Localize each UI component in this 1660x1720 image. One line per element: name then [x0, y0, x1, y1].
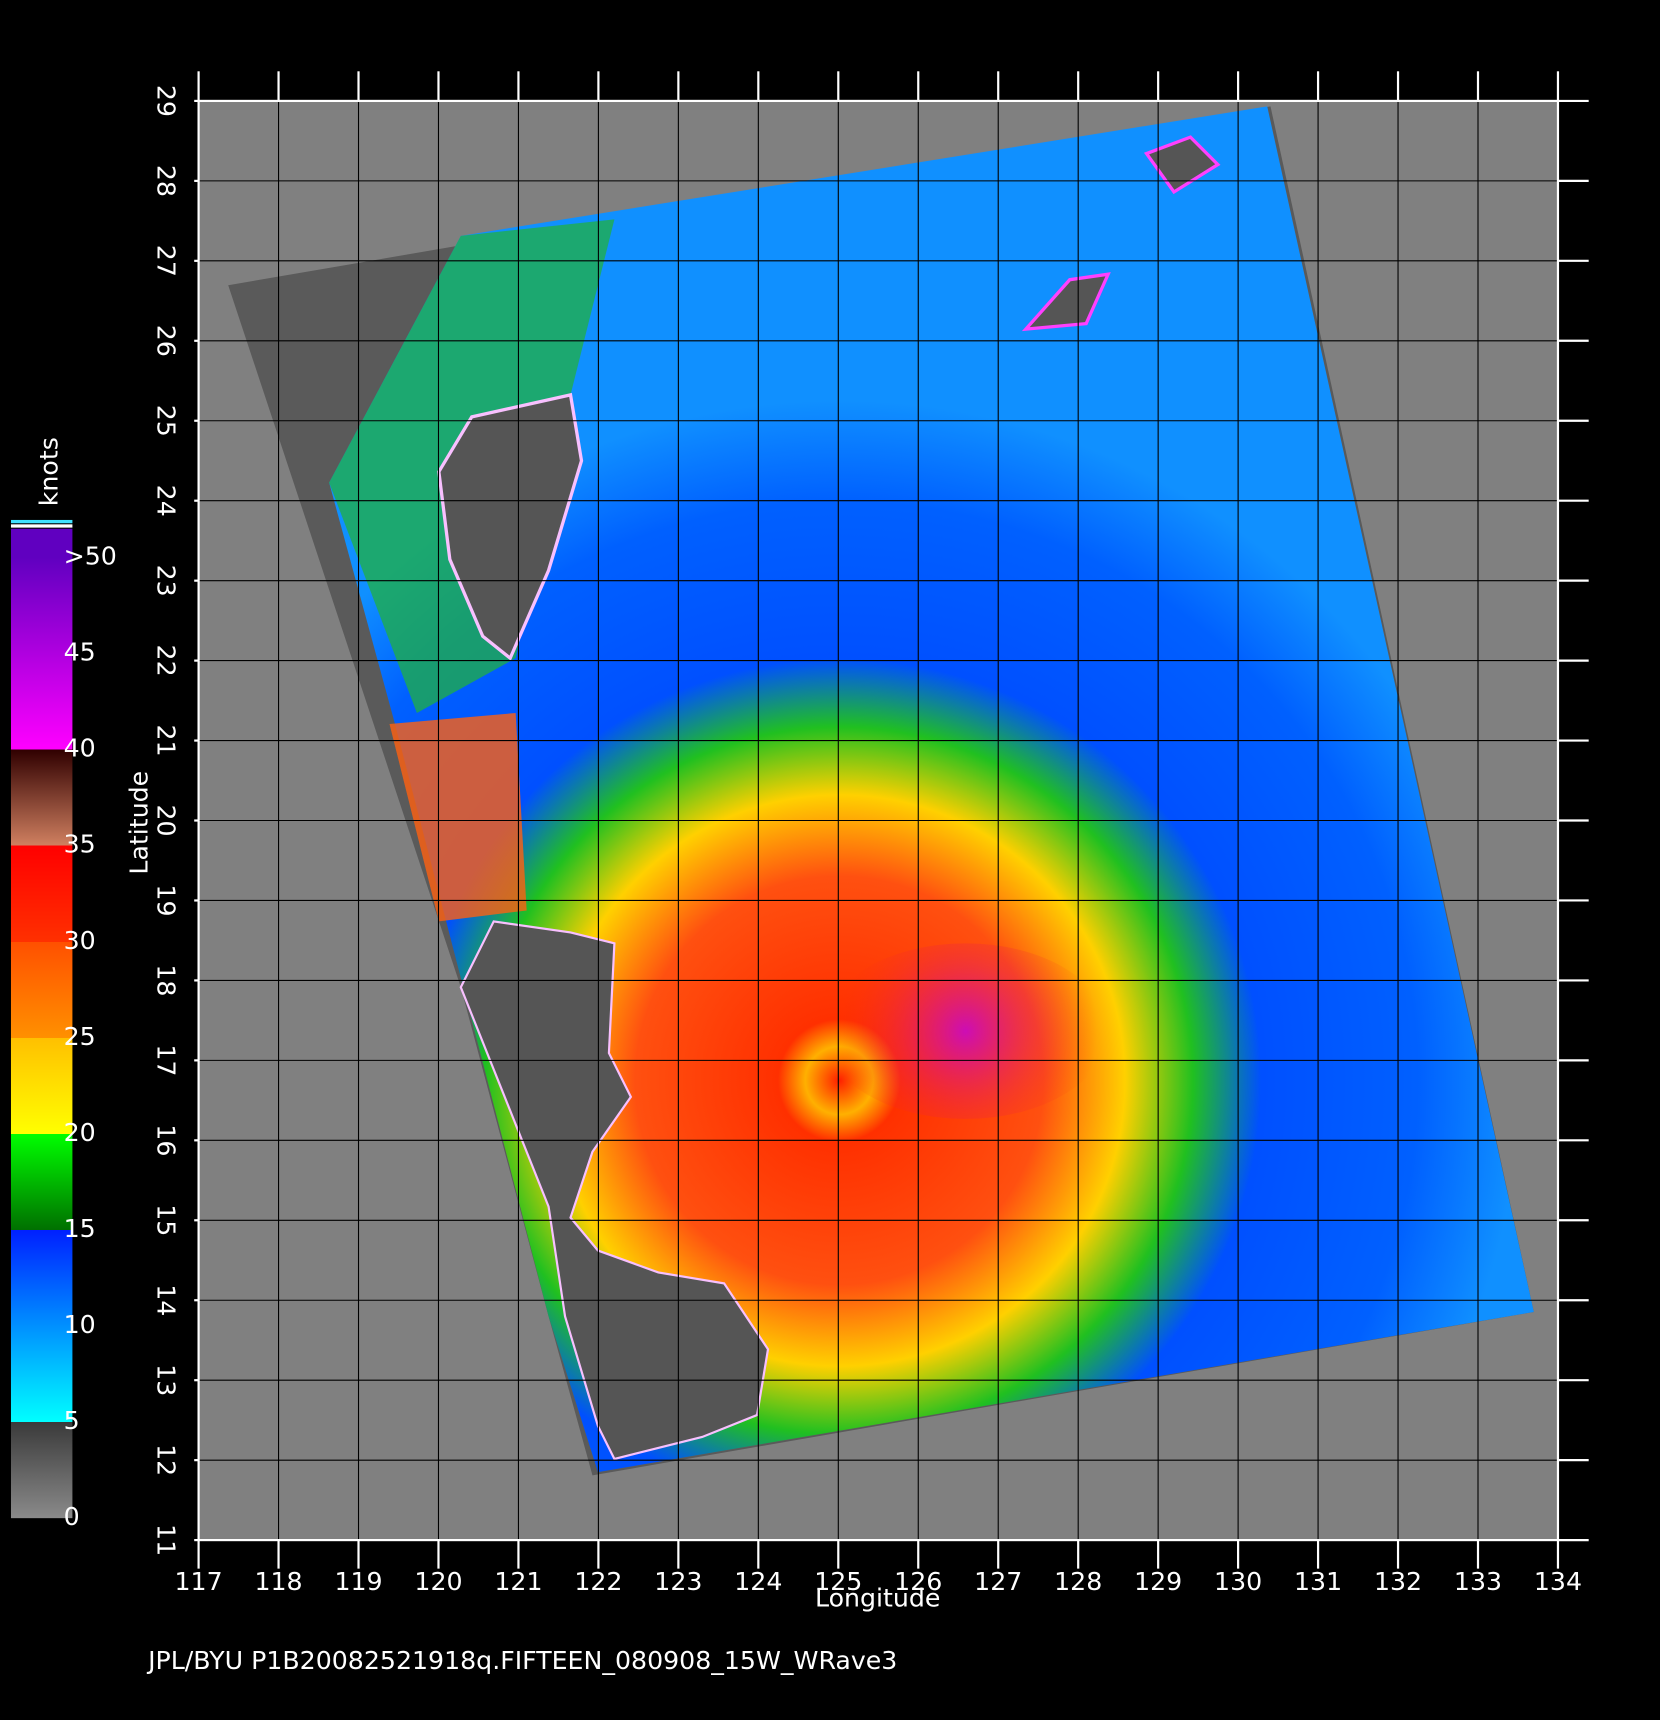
colorbar-tick-label: >50: [64, 542, 117, 571]
x-tick-label: 130: [1214, 1567, 1262, 1596]
y-tick-label: 14: [152, 1284, 181, 1316]
colorbar-tick-label: 30: [64, 926, 96, 955]
colorbar-tick-label: 35: [64, 830, 96, 859]
x-tick-label: 131: [1294, 1567, 1342, 1596]
x-tick-label: 117: [175, 1567, 223, 1596]
x-tick-label: 124: [734, 1567, 782, 1596]
x-tick-label: 126: [894, 1567, 942, 1596]
y-tick-label: 19: [152, 884, 181, 916]
axes: 117 118 119 120 121 122 123 124 125 126 127 128 129 1…: [152, 71, 1589, 1596]
y-tick-label: 18: [152, 964, 181, 996]
colorbar-tick-label: 45: [64, 638, 96, 667]
x-tick-label: 122: [574, 1567, 622, 1596]
colorbar-tick-label: 0: [64, 1502, 80, 1531]
y-tick-label: 25: [152, 405, 181, 437]
x-tick-label: 127: [974, 1567, 1022, 1596]
wind-swath: [329, 106, 1534, 1473]
colorbar-tick-label: 40: [64, 734, 96, 763]
y-tick-label: 21: [152, 725, 181, 757]
x-tick-label: 133: [1454, 1567, 1502, 1596]
x-tick-label: 119: [334, 1567, 382, 1596]
y-tick-label: 23: [152, 565, 181, 597]
colorbar-tick-label: 20: [64, 1118, 96, 1147]
colorbar-top: [10, 519, 73, 524]
plot-frame: [197, 99, 1560, 1542]
x-tick-label: 134: [1534, 1567, 1582, 1596]
colorbar-tick-label: 10: [64, 1310, 96, 1339]
x-tick-label: 129: [1134, 1567, 1182, 1596]
colorbar-tick-label: 5: [64, 1406, 80, 1435]
storm-core: [822, 943, 1109, 1119]
x-tick-label: 120: [414, 1567, 462, 1596]
y-tick-label: 16: [152, 1124, 181, 1156]
x-tick-label: 118: [254, 1567, 302, 1596]
colorbar-top: [10, 524, 73, 528]
y-tick-label: 27: [152, 245, 181, 277]
y-tick-label: 28: [152, 165, 181, 197]
x-tick-label: 121: [494, 1567, 542, 1596]
y-tick-label: 13: [152, 1364, 181, 1396]
x-tick-label: 128: [1054, 1567, 1102, 1596]
y-tick-label: 22: [152, 645, 181, 677]
strait-band: [389, 713, 527, 922]
colorbar-tick-label: 15: [64, 1214, 96, 1243]
y-axis-label: Latitude: [124, 771, 153, 875]
colorbar-tick-label: 25: [64, 1022, 96, 1051]
y-tick-label: 11: [152, 1524, 181, 1556]
x-tick-label: 123: [654, 1567, 702, 1596]
y-tick-label: 26: [152, 325, 181, 357]
y-tick-label: 15: [152, 1204, 181, 1236]
island: [1143, 135, 1221, 195]
y-tick-label: 24: [152, 485, 181, 517]
x-tick-label: 125: [814, 1567, 862, 1596]
footer: JPL/BYU P1B20082521918q.FIFTEEN_080908_1…: [146, 1646, 897, 1675]
y-tick-label: 29: [152, 85, 181, 117]
colorbar: [10, 528, 73, 1519]
colorbar-label: knots: [34, 437, 63, 506]
island: [1021, 272, 1111, 332]
x-tick-label: 132: [1374, 1567, 1422, 1596]
y-tick-label: 12: [152, 1444, 181, 1476]
y-tick-label: 20: [152, 804, 181, 836]
x-axis-label: Longitude: [815, 1583, 940, 1612]
y-tick-label: 17: [152, 1044, 181, 1076]
